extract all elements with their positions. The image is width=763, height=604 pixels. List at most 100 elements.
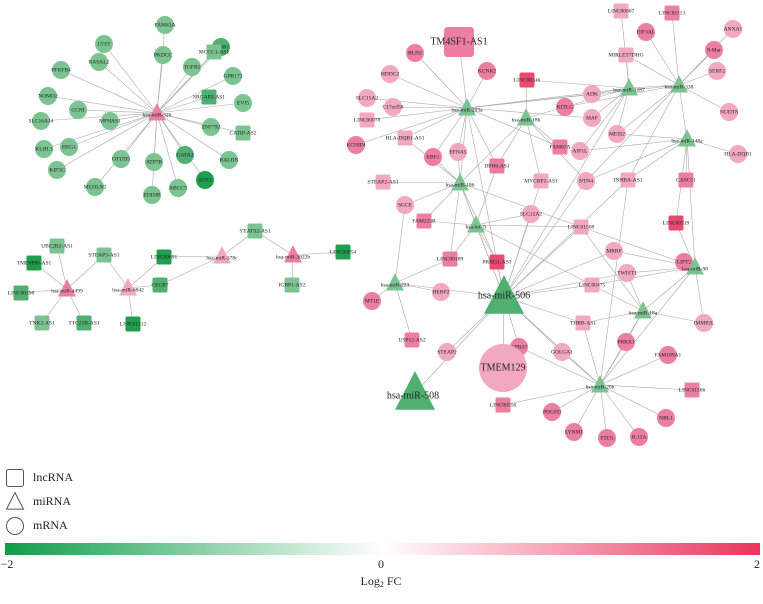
- node: GPR173: [224, 67, 243, 85]
- node-label: hsa-miR-508: [387, 390, 439, 401]
- edge: [156, 54, 164, 114]
- node-label: STEAP3-AS1: [88, 252, 119, 258]
- node-shape: [637, 23, 655, 41]
- node-shape: [571, 142, 589, 160]
- edge: [60, 69, 158, 114]
- edge: [671, 12, 680, 86]
- node-shape: [584, 277, 600, 293]
- node-label: KITLG: [557, 104, 574, 110]
- node-shape: [148, 103, 166, 121]
- node-label: hsa-miR-20b: [586, 384, 615, 390]
- edge: [591, 284, 644, 312]
- node-label: GOLGA1: [551, 349, 573, 355]
- node: hsa-miR-1287: [613, 78, 645, 96]
- node: SGCE: [396, 196, 414, 214]
- node-shape: [86, 178, 104, 196]
- node-label: NUDT8: [720, 109, 738, 115]
- node-shape: [125, 316, 141, 332]
- node-shape: [620, 78, 638, 96]
- node: hsa-miR-508: [387, 371, 439, 410]
- edge: [156, 112, 212, 128]
- node-shape: [729, 145, 747, 163]
- node-label: CASC11: [676, 177, 696, 183]
- node-label: LINC01508: [568, 224, 595, 230]
- node-shape: [489, 254, 505, 270]
- node-shape: [52, 61, 70, 79]
- node-label: IMMP2L: [694, 320, 715, 326]
- node-label: THRB-AS1: [570, 320, 597, 326]
- edge: [366, 97, 468, 109]
- node: LYST: [95, 35, 113, 53]
- node-shape: [484, 275, 524, 314]
- edge: [678, 84, 730, 113]
- title-sub: 2: [380, 580, 384, 589]
- node-shape: [381, 65, 399, 83]
- colorbar-title: Log2 FC: [360, 574, 401, 589]
- node: GATA2: [176, 146, 194, 164]
- node-label: hsa-miR-203a: [451, 107, 483, 113]
- node-shape: [58, 279, 76, 297]
- node: SRGAP2-AS1: [193, 89, 225, 105]
- node: LINC00954: [330, 244, 357, 260]
- node-shape: [451, 173, 469, 191]
- node-label: LINC00598: [8, 290, 35, 296]
- node-label: EFNA5: [449, 149, 466, 155]
- node-label: TGFB2: [184, 64, 201, 70]
- node-label: LIPT2: [677, 259, 692, 265]
- node: PFKFB4: [51, 61, 71, 79]
- node-shape: [708, 62, 726, 80]
- edge: [503, 180, 542, 298]
- edge: [582, 310, 644, 324]
- node: hsa-miR-203a: [451, 98, 483, 116]
- node-label: BLN2: [408, 50, 422, 56]
- node: MYCBP2-AS1: [524, 173, 558, 189]
- node-label: RALBN: [220, 157, 239, 163]
- node: LIPT2: [675, 253, 693, 271]
- node-shape: [432, 283, 450, 301]
- node-shape: [202, 118, 220, 136]
- node-shape: [284, 277, 300, 293]
- node-label: LINC00475: [579, 282, 606, 288]
- edge: [156, 66, 193, 114]
- node-label: hsa-miR-148a: [671, 138, 703, 144]
- legend-label: mRNA: [33, 518, 68, 532]
- node-label: LYRM1: [565, 429, 583, 435]
- node: FAM189A1: [655, 346, 682, 364]
- node: MFHAS1: [99, 112, 121, 130]
- node: EDDJB: [143, 186, 161, 204]
- node-shape: [156, 249, 172, 265]
- node: LINC00316: [514, 72, 541, 88]
- node: USP12-AS2: [398, 332, 426, 348]
- node-shape: [95, 35, 113, 53]
- node-shape: [39, 87, 57, 105]
- node-label: CECR7: [151, 282, 168, 288]
- edge: [466, 107, 593, 119]
- edge: [414, 52, 468, 109]
- node: LINC01508: [568, 219, 595, 235]
- node: OTUD5: [112, 150, 130, 168]
- node-shape: [416, 213, 432, 229]
- node-label: SLC15A2: [356, 95, 379, 101]
- node-shape: [247, 223, 263, 239]
- node: LINC00319: [663, 215, 690, 231]
- node-shape: [583, 109, 601, 127]
- edge: [503, 179, 629, 298]
- node: TTC21B-AS1: [68, 315, 100, 331]
- node-shape: [347, 136, 365, 154]
- node-label: HEG1: [62, 144, 76, 150]
- edge: [156, 75, 234, 114]
- node-label: FAM189A1: [655, 352, 682, 358]
- node: YEATS2-AS1: [239, 223, 271, 239]
- edge: [404, 107, 468, 139]
- node: TMEM9B-AS1: [17, 255, 52, 271]
- node-label: MT1E: [365, 298, 380, 304]
- node: KCNK2: [478, 62, 496, 80]
- node-label: ATP7B: [146, 159, 163, 165]
- node-shape: [32, 112, 50, 130]
- node-label: TNK2-AS1: [29, 320, 55, 326]
- edge: [423, 220, 477, 226]
- node: EVI5: [234, 94, 252, 112]
- edge: [503, 180, 587, 298]
- node-label: MAF: [586, 115, 598, 121]
